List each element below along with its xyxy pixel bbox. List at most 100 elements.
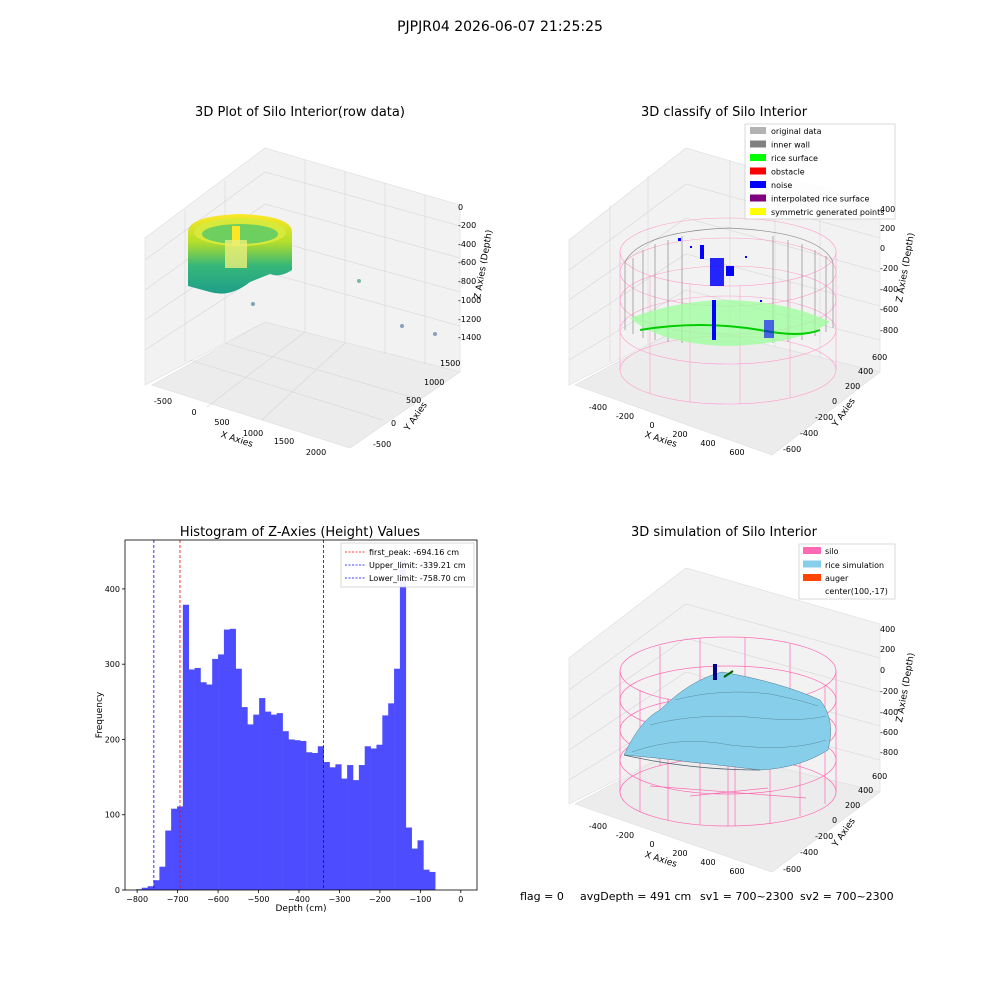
histogram-xtick-label: −500 [248,895,270,904]
histogram-bar [417,840,424,890]
histogram-xtick-label: −300 [328,895,350,904]
simulation-ztick: -600 [880,728,898,737]
legend-label-inner-wall: inner wall [771,141,810,150]
panel-classify-title: 3D classify of Silo Interior [641,105,808,120]
histogram-ytick-label: 200 [105,735,120,744]
histogram-bar [341,778,348,890]
simulation-ytick: -200 [815,832,833,841]
legend-swatch [750,127,766,134]
classify-ytick: 200 [845,382,860,391]
raw-ytick: -500 [373,440,391,449]
classify-ztick: -400 [880,285,898,294]
raw-ztick: -1000 [458,296,481,305]
raw-zticks: 0 -200 -400 -600 -800 -1000 -1200 -1400 [458,203,481,342]
histogram-xtick-label: 0 [458,895,463,904]
legend-swatch [750,208,766,215]
panel-simulation-title: 3D simulation of Silo Interior [631,525,818,540]
raw-xtick: 1500 [274,437,294,446]
histogram-bar [429,871,436,890]
simulation-xtick: -400 [589,822,607,831]
histogram-ytick-label: 100 [105,811,120,820]
classify-ztick: -600 [880,305,898,314]
classify-floor-pane [574,324,881,456]
histogram-bar [247,724,254,890]
classify-rice-surface [630,300,830,346]
legend-label-upper-limit: Upper_limit: -339.21 cm [369,561,466,570]
raw-xtick: -500 [154,397,172,406]
histogram-xtick-label: −400 [288,895,310,904]
histogram-bar [347,765,354,890]
simulation-xtick: 600 [729,867,744,876]
raw-outlier-point [400,324,404,328]
simulation-auger [713,664,717,680]
histogram-bar [153,880,160,890]
histogram-bar [165,830,172,890]
raw-xtick: 0 [191,408,196,417]
histogram-bar [394,668,401,890]
histogram-bar [306,752,313,890]
histogram-ticks: −800 −700 −600 −500 −400 −300 −200 −100 0 0 100 200… [105,585,464,904]
footer-flag: flag = 0 [520,890,564,903]
histogram-bar [276,713,283,890]
histogram-bar [311,753,319,890]
legend-label-auger: auger [825,574,849,583]
classify-ytick: 400 [858,367,873,376]
raw-outlier-point [251,302,255,306]
histogram-bar [206,684,213,890]
panel-raw: 3D Plot of Silo Interior(row data) [144,105,495,457]
histogram-bar [411,848,418,890]
histogram-reference-lines [153,540,324,890]
panel-simulation: 3D simulation of Silo Interior [568,525,917,876]
histogram-xtick-label: −200 [369,895,391,904]
histogram-bar [382,715,389,890]
classify-legend: original data inner wall rice surface ob… [744,123,896,220]
histogram-axes-frame [124,539,478,891]
simulation-ztick: -800 [880,748,898,757]
footer-stats: flag = 0 avgDepth = 491 cm sv1 = 700~230… [520,890,894,903]
legend-label-noise: noise [771,181,792,190]
raw-xtick: 2000 [306,448,326,457]
chart-title: Histogram of Z-Axies (Height) Values [180,525,420,540]
classify-legend-labels: original data inner wall rice surface ob… [771,127,884,217]
raw-ztick: -1200 [458,315,481,324]
histogram-bar [194,667,201,890]
classify-noise [678,238,774,340]
simulation-ytick: 200 [845,801,860,810]
raw-outlier-point [357,279,361,283]
simulation-center-marker [723,670,734,678]
histogram-bar [159,866,166,890]
classify-zticks: 400 200 0 -200 -400 -600 -800 [880,205,898,335]
simulation-zticks: 400 200 0 -200 -400 -600 -800 [880,625,898,757]
simulation-ytick: 0 [832,816,837,825]
raw-ytick: 500 [406,396,421,405]
histogram-legend: first_peak: -694.16 cm Upper_limit: -339… [340,542,475,588]
raw-xtick: 500 [214,418,229,427]
raw-point-cloud [188,214,292,294]
histogram-bar [223,629,231,890]
histogram-bar [335,764,342,890]
histogram-bar [376,744,383,890]
histogram-bar [141,887,148,890]
classify-ztick: 200 [880,224,895,233]
histogram-bar [241,707,248,890]
simulation-ytick: 600 [872,772,887,781]
legend-label-interpolated-rice-surface: interpolated rice surface [771,195,869,204]
classify-ztick: 0 [880,244,885,253]
simulation-legend: silo rice simulation auger center(100,-1… [798,543,896,600]
chart-xlabel: Depth (cm) [275,904,326,914]
raw-ztick: -1400 [458,333,481,342]
classify-xtick: 200 [672,430,687,439]
raw-ztick: -800 [458,277,476,286]
panel-raw-title: 3D Plot of Silo Interior(row data) [195,105,405,120]
classify-xticks: -400 -200 0 200 400 600 [589,403,745,457]
classify-ztick: 400 [880,205,895,214]
simulation-ztick: 400 [880,625,895,634]
histogram-bars [135,560,436,890]
histogram-bar [229,628,236,890]
raw-ytick: 1500 [440,359,460,368]
raw-zlabel: Z Axies (Depth) [473,229,495,300]
histogram-bar [188,669,195,890]
legend-label-center: center(100,-17) [825,587,888,596]
histogram-bar [270,714,278,890]
